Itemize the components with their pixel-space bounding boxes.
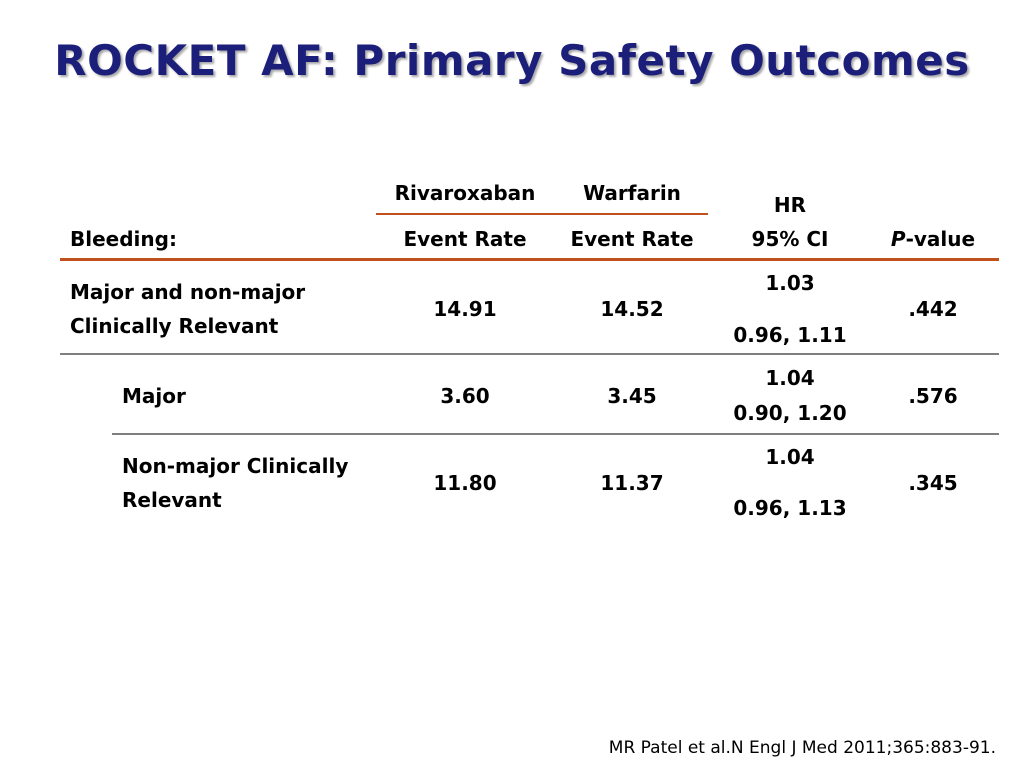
hazard-ratio: 1.03: [765, 271, 815, 295]
row-divider: [60, 353, 999, 355]
hazard-ratio: 1.04: [765, 366, 815, 390]
rivaroxaban-rate: 3.60: [440, 384, 490, 408]
slide-title: ROCKET AF: Primary Safety Outcomes: [54, 36, 970, 85]
row-label-line2: Relevant: [122, 488, 222, 512]
header-bottom-rule: [60, 258, 999, 261]
header-p-value: P-value: [891, 229, 975, 249]
p-value: .576: [908, 384, 958, 408]
rivaroxaban-rate: 11.80: [433, 471, 497, 495]
rivaroxaban-rate: 14.91: [433, 297, 497, 321]
header-group-rule: [376, 213, 708, 215]
header-event-rate-warfarin: Event Rate: [570, 227, 694, 251]
citation: MR Patel et al.N Engl J Med 2011;365:883…: [608, 738, 996, 758]
confidence-interval: 0.90, 1.20: [733, 401, 847, 425]
warfarin-rate: 11.37: [600, 471, 664, 495]
row-label-line1: Major: [122, 384, 186, 408]
header-bleeding: Bleeding:: [70, 227, 177, 251]
header-ci: 95% CI: [751, 227, 829, 251]
row-label-line1: Major and non-major: [70, 280, 306, 304]
p-suffix: -value: [905, 227, 976, 251]
p-value: .442: [908, 297, 958, 321]
warfarin-rate: 14.52: [600, 297, 664, 321]
header-rivaroxaban: Rivaroxaban: [394, 181, 536, 205]
warfarin-rate: 3.45: [607, 384, 657, 408]
confidence-interval: 0.96, 1.11: [733, 323, 847, 347]
p-value: .345: [908, 471, 958, 495]
row-label-line1: Non-major Clinically: [122, 454, 349, 478]
row-label-line2: Clinically Relevant: [70, 314, 279, 338]
header-warfarin: Warfarin: [583, 181, 681, 205]
header-hr: HR: [773, 193, 807, 217]
header-event-rate-rivaroxaban: Event Rate: [403, 227, 527, 251]
row-divider: [112, 433, 999, 435]
p-letter: P: [890, 227, 906, 251]
hazard-ratio: 1.04: [765, 445, 815, 469]
confidence-interval: 0.96, 1.13: [733, 496, 847, 520]
